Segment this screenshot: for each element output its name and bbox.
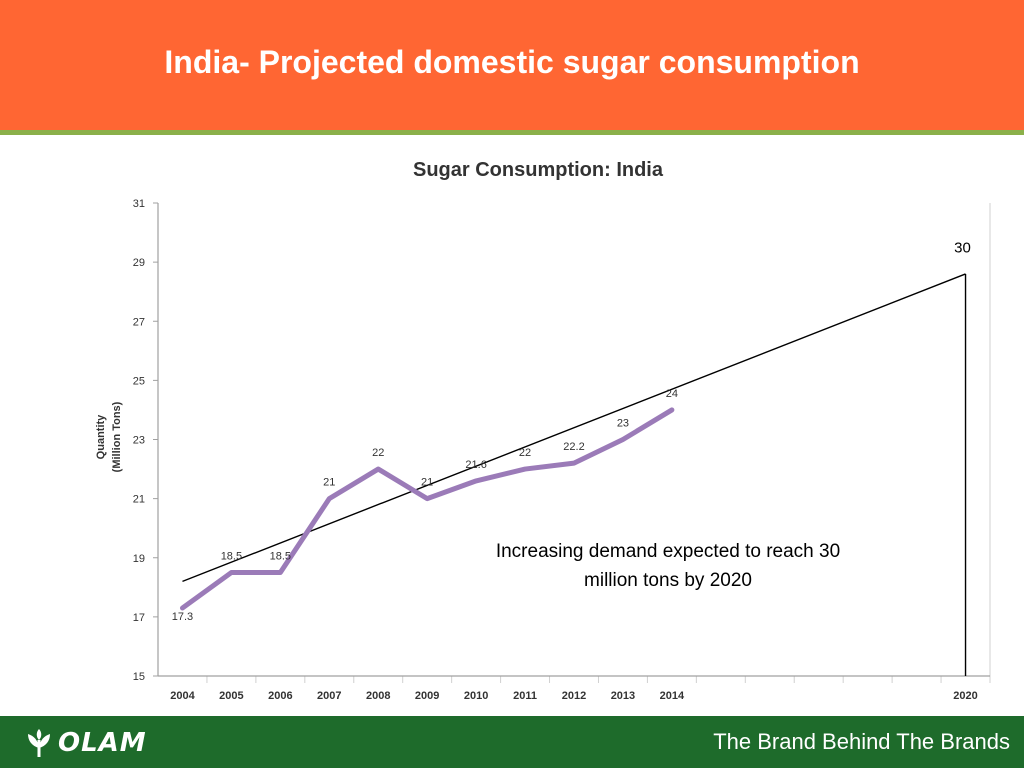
trend-line bbox=[182, 273, 966, 583]
x-tick-label: 2005 bbox=[219, 690, 243, 702]
slide-title: India- Projected domestic sugar consumpt… bbox=[164, 44, 860, 80]
data-label: 18.5 bbox=[270, 551, 291, 563]
data-label: 21 bbox=[421, 477, 433, 489]
data-label: 22 bbox=[519, 447, 531, 459]
header-accent-line bbox=[0, 130, 1024, 135]
chart-title: Sugar Consumption: India bbox=[413, 159, 664, 181]
y-tick-label: 19 bbox=[133, 553, 145, 565]
y-tick-label: 25 bbox=[133, 375, 145, 387]
brand-tagline: The Brand Behind The Brands bbox=[713, 729, 1010, 754]
brand-name: OLAM bbox=[58, 728, 147, 758]
data-label: 21.6 bbox=[465, 459, 486, 471]
leaf-icon bbox=[28, 729, 50, 757]
x-tick-label: 2012 bbox=[562, 690, 586, 702]
consumption-series-line bbox=[179, 407, 675, 611]
x-tick-label: 2007 bbox=[317, 690, 341, 702]
annotation-line1: Increasing demand expected to reach 30 bbox=[496, 541, 840, 562]
footer-bar: OLAM The Brand Behind The Brands bbox=[0, 716, 1024, 768]
x-tick-label: 2013 bbox=[611, 690, 635, 702]
data-label: 22.2 bbox=[563, 441, 584, 453]
x-tick-label: 2008 bbox=[366, 690, 390, 702]
y-tick-label: 17 bbox=[133, 612, 145, 624]
y-axis-label-line1: Quantity bbox=[95, 414, 107, 459]
data-label: 18.5 bbox=[221, 551, 242, 563]
y-axis-label-line2: (Million Tons) bbox=[111, 401, 123, 472]
y-tick-label: 29 bbox=[133, 257, 145, 269]
y-tick-label: 27 bbox=[133, 316, 145, 328]
chart-marks: 30 17.3 18.5 18.5 21 22 21 21.6 22 22.2 23 24 bbox=[172, 240, 971, 676]
annotation-line2: million tons by 2020 bbox=[584, 570, 752, 591]
sugar-consumption-chart: Sugar Consumption: India Quantity (Milli… bbox=[95, 159, 991, 702]
header-bar bbox=[0, 0, 1024, 130]
projection-label-2020: 30 bbox=[954, 240, 971, 257]
data-label: 22 bbox=[372, 447, 384, 459]
data-label: 23 bbox=[617, 418, 629, 430]
x-tick-label: 2020 bbox=[953, 690, 977, 702]
x-tick-label: 2011 bbox=[513, 690, 537, 702]
data-label: 21 bbox=[323, 477, 335, 489]
y-tick-label: 15 bbox=[133, 671, 145, 683]
chart-axes: 15 17 19 21 23 25 27 29 31 2004 2005 2006 2007 2008 20… bbox=[133, 198, 991, 702]
y-tick-label: 21 bbox=[133, 494, 145, 506]
data-label: 24 bbox=[666, 388, 678, 400]
olam-logo: OLAM bbox=[26, 728, 147, 758]
x-tick-label: 2004 bbox=[170, 690, 195, 702]
x-tick-label: 2006 bbox=[268, 690, 292, 702]
y-tick-label: 31 bbox=[133, 198, 145, 210]
data-label: 17.3 bbox=[172, 611, 193, 623]
x-tick-label: 2009 bbox=[415, 690, 439, 702]
x-tick-label: 2010 bbox=[464, 690, 488, 702]
y-tick-label: 23 bbox=[133, 435, 145, 447]
x-tick-label: 2014 bbox=[660, 690, 685, 702]
